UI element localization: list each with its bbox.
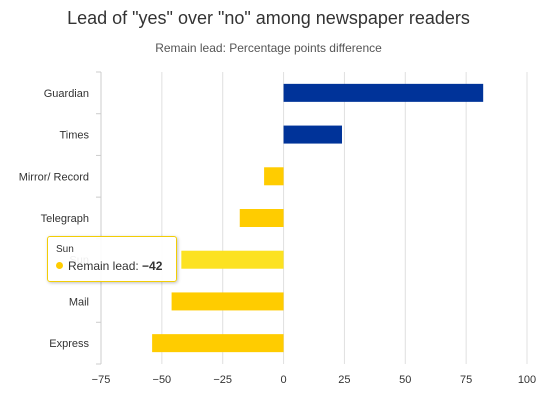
bar-sun (181, 250, 284, 269)
tooltip-value: −42 (142, 259, 163, 273)
bar-mirror-record (264, 167, 284, 186)
x-tick-label: 75 (460, 374, 472, 386)
tooltip-series-label: Remain lead: (68, 259, 143, 273)
category-label: Times (59, 130, 89, 142)
category-label: Mirror/ Record (19, 171, 89, 183)
category-label: Guardian (44, 88, 89, 100)
x-tick-label: 50 (399, 374, 411, 386)
category-label: Express (49, 338, 89, 350)
category-label: Telegraph (41, 213, 89, 225)
tooltip: Sun Remain lead: −42 (47, 236, 177, 282)
tooltip-row: Remain lead: −42 (56, 259, 168, 273)
x-tick-label: 25 (338, 374, 350, 386)
chart-title: Lead of "yes" over "no" among newspaper … (67, 8, 470, 28)
x-tick-label: −25 (213, 374, 232, 386)
category-label: Mail (69, 296, 89, 308)
bar-mail (171, 292, 284, 311)
tooltip-category: Sun (56, 244, 74, 255)
x-tick-label: 100 (518, 374, 536, 386)
bar-telegraph (239, 209, 284, 227)
bar-guardian (283, 83, 484, 102)
bar-times (283, 125, 342, 144)
x-tick-label: −75 (92, 374, 111, 386)
x-tick-label: 0 (281, 374, 287, 386)
chart-subtitle: Remain lead: Percentage points differenc… (155, 41, 382, 55)
tooltip-series-marker (56, 262, 63, 269)
bar-express (152, 334, 284, 353)
x-tick-label: −50 (153, 374, 172, 386)
